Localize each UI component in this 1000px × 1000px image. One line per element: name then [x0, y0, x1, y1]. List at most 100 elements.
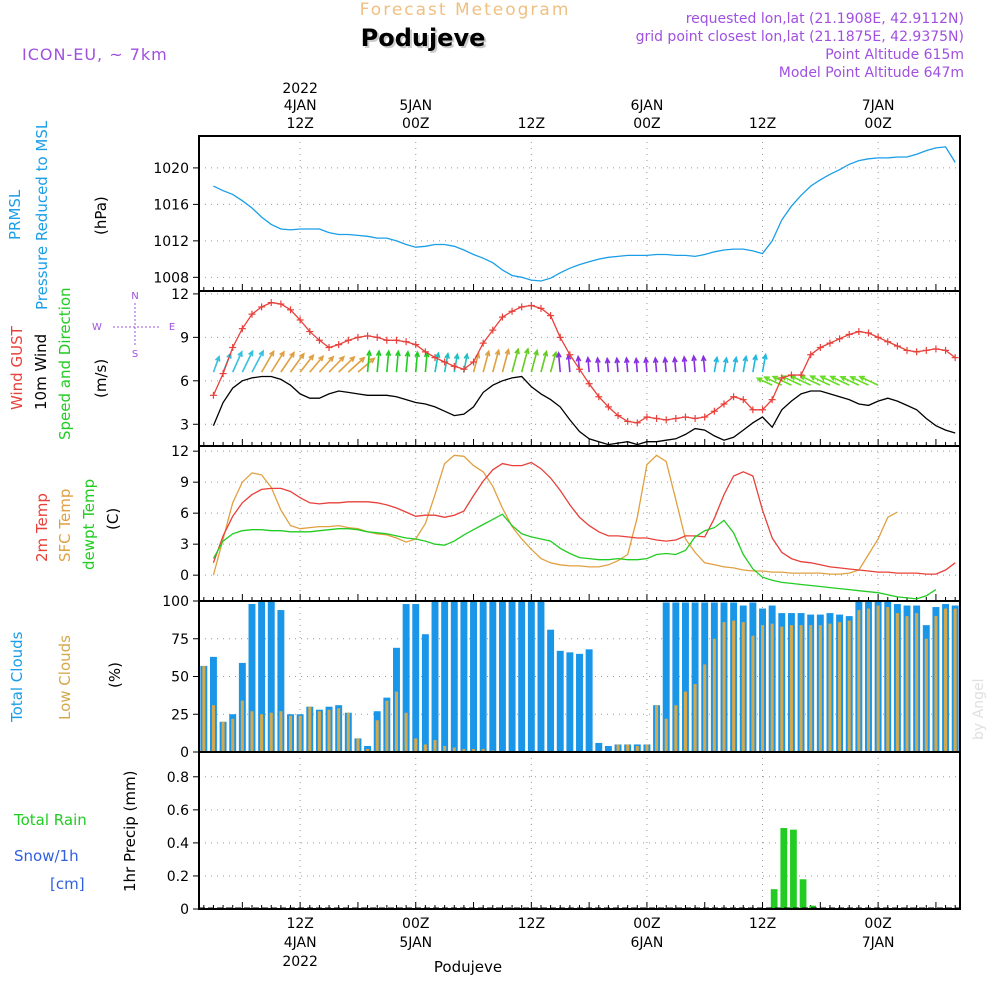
credit: by Angel	[971, 679, 987, 740]
wind-arrow-head	[762, 352, 768, 360]
wind-arrow	[530, 350, 538, 373]
wind-arrow	[761, 354, 767, 373]
wind-arrow	[212, 356, 220, 373]
panel-pressure: 1008 1012 1016 1020	[153, 136, 960, 291]
total-cloud-bar	[527, 601, 535, 752]
total-cloud-bar	[672, 602, 680, 752]
wind-arrow-head	[623, 356, 630, 364]
total-cloud-bar	[498, 601, 506, 752]
wind-arrow-head	[268, 349, 275, 357]
wind-arrow-head	[248, 349, 254, 357]
wind-arrow	[328, 356, 345, 373]
ytick-label: 6	[180, 506, 189, 522]
wind-arrow-head	[819, 375, 826, 381]
rain-bar	[770, 889, 778, 909]
wind-dir-label: Speed and Direction	[56, 287, 74, 440]
wind-arrow	[549, 352, 557, 373]
low-cloud-bar	[674, 705, 678, 752]
ytick-label: 0	[180, 902, 189, 918]
wind-arrow	[434, 353, 440, 373]
top-hour-label: 12Z	[286, 116, 313, 132]
low-cloud-bar	[366, 748, 370, 752]
wind-arrow	[540, 351, 548, 373]
low-cloud-bar	[317, 711, 321, 752]
ytick-label: 3	[180, 537, 189, 553]
wind-arrow	[830, 375, 850, 386]
wind-arrow	[260, 351, 275, 373]
snow-unit: [cm]	[50, 875, 85, 893]
ytick-label: 6	[180, 374, 189, 390]
total-cloud-bar	[479, 601, 487, 752]
low-cloud-bar	[394, 691, 399, 752]
wind-unit: (m/s)	[92, 359, 110, 398]
model-altitude: Model Point Altitude 647m	[779, 65, 964, 81]
wind-arrow	[338, 356, 355, 373]
wind-arrow	[299, 354, 314, 373]
ytick-label: 3	[180, 417, 189, 433]
wind-arrow-head	[214, 355, 221, 362]
low-cloud-bar	[356, 738, 360, 752]
low-cloud-bar	[221, 721, 225, 752]
total-cloud-bar	[431, 601, 439, 752]
ytick-label: 9	[180, 330, 189, 346]
snow-label: Snow/1h	[14, 847, 79, 865]
low-cloud-bar	[828, 623, 832, 752]
precip-axis-label: 1hr Precip (mm)	[121, 771, 139, 892]
low-cloud-bar	[838, 622, 842, 752]
rain-bar	[799, 879, 807, 909]
wind-arrow	[289, 353, 305, 373]
bottom-hour-label: 00Z	[864, 916, 891, 932]
total-cloud-bar	[470, 601, 478, 752]
total-cloud-bar	[402, 604, 410, 752]
low-cloud-bar	[857, 610, 861, 752]
top-date-label: 4JAN	[284, 98, 317, 114]
wind-arrow	[810, 375, 831, 386]
ytick-label: 25	[171, 707, 189, 723]
wind-arrow	[757, 377, 773, 386]
t2m-label: 2m Temp	[33, 493, 51, 562]
wind-arrow-head	[763, 376, 770, 382]
low-cloud-bar	[722, 622, 726, 752]
wind-arrow-head	[585, 355, 592, 363]
wind-arrow-head	[614, 356, 621, 364]
wind-arrow-head	[414, 350, 420, 358]
low-cloud-bar	[472, 748, 476, 752]
low-cloud-bar	[202, 665, 206, 752]
wind-arrow-head	[395, 349, 401, 357]
low-cloud-bar	[298, 715, 302, 752]
ytick-label: 1008	[153, 270, 189, 286]
wind-arrow-head	[732, 355, 739, 363]
wind-arrow-head	[385, 349, 392, 357]
wind-arrow-head	[742, 354, 749, 362]
wind-arrow	[732, 357, 737, 373]
wind-arrow-head	[453, 352, 460, 360]
wind-arrow-head	[595, 356, 601, 364]
top-hour-label: 00Z	[633, 116, 660, 132]
wind-arrow-head	[533, 348, 539, 356]
wind-arrow-head	[318, 354, 325, 362]
ytick-label: 1016	[153, 197, 189, 213]
wind-label: 10m Wind	[32, 334, 50, 410]
low-cloud-bar	[635, 745, 639, 752]
low-cloud-bar	[240, 700, 244, 752]
total-cloud-bar	[508, 601, 516, 752]
ytick-label: 0.8	[167, 770, 189, 786]
location-title: Podujeve	[361, 24, 486, 52]
wind-arrow-head	[551, 350, 558, 358]
rain-label: Total Rain	[13, 811, 87, 829]
pressure-label-long: Pressure Reduced to MSL	[33, 120, 51, 310]
wind-arrow	[800, 375, 821, 386]
low-cloud-bar	[953, 608, 957, 752]
wind-arrow-head	[404, 350, 411, 357]
wind-arrow	[820, 375, 840, 386]
low-cloud-bar	[404, 712, 408, 752]
wind-arrow	[850, 376, 869, 386]
low-cloud-bar	[433, 739, 437, 752]
wind-arrow-head	[494, 348, 501, 356]
wind-arrow-head	[369, 357, 376, 364]
ytick-label: 0.2	[167, 869, 189, 885]
ytick-label: 1020	[153, 161, 189, 177]
wind-arrow-head	[463, 352, 470, 360]
point-altitude: Point Altitude 615m	[825, 47, 964, 63]
wind-arrow	[664, 357, 667, 373]
